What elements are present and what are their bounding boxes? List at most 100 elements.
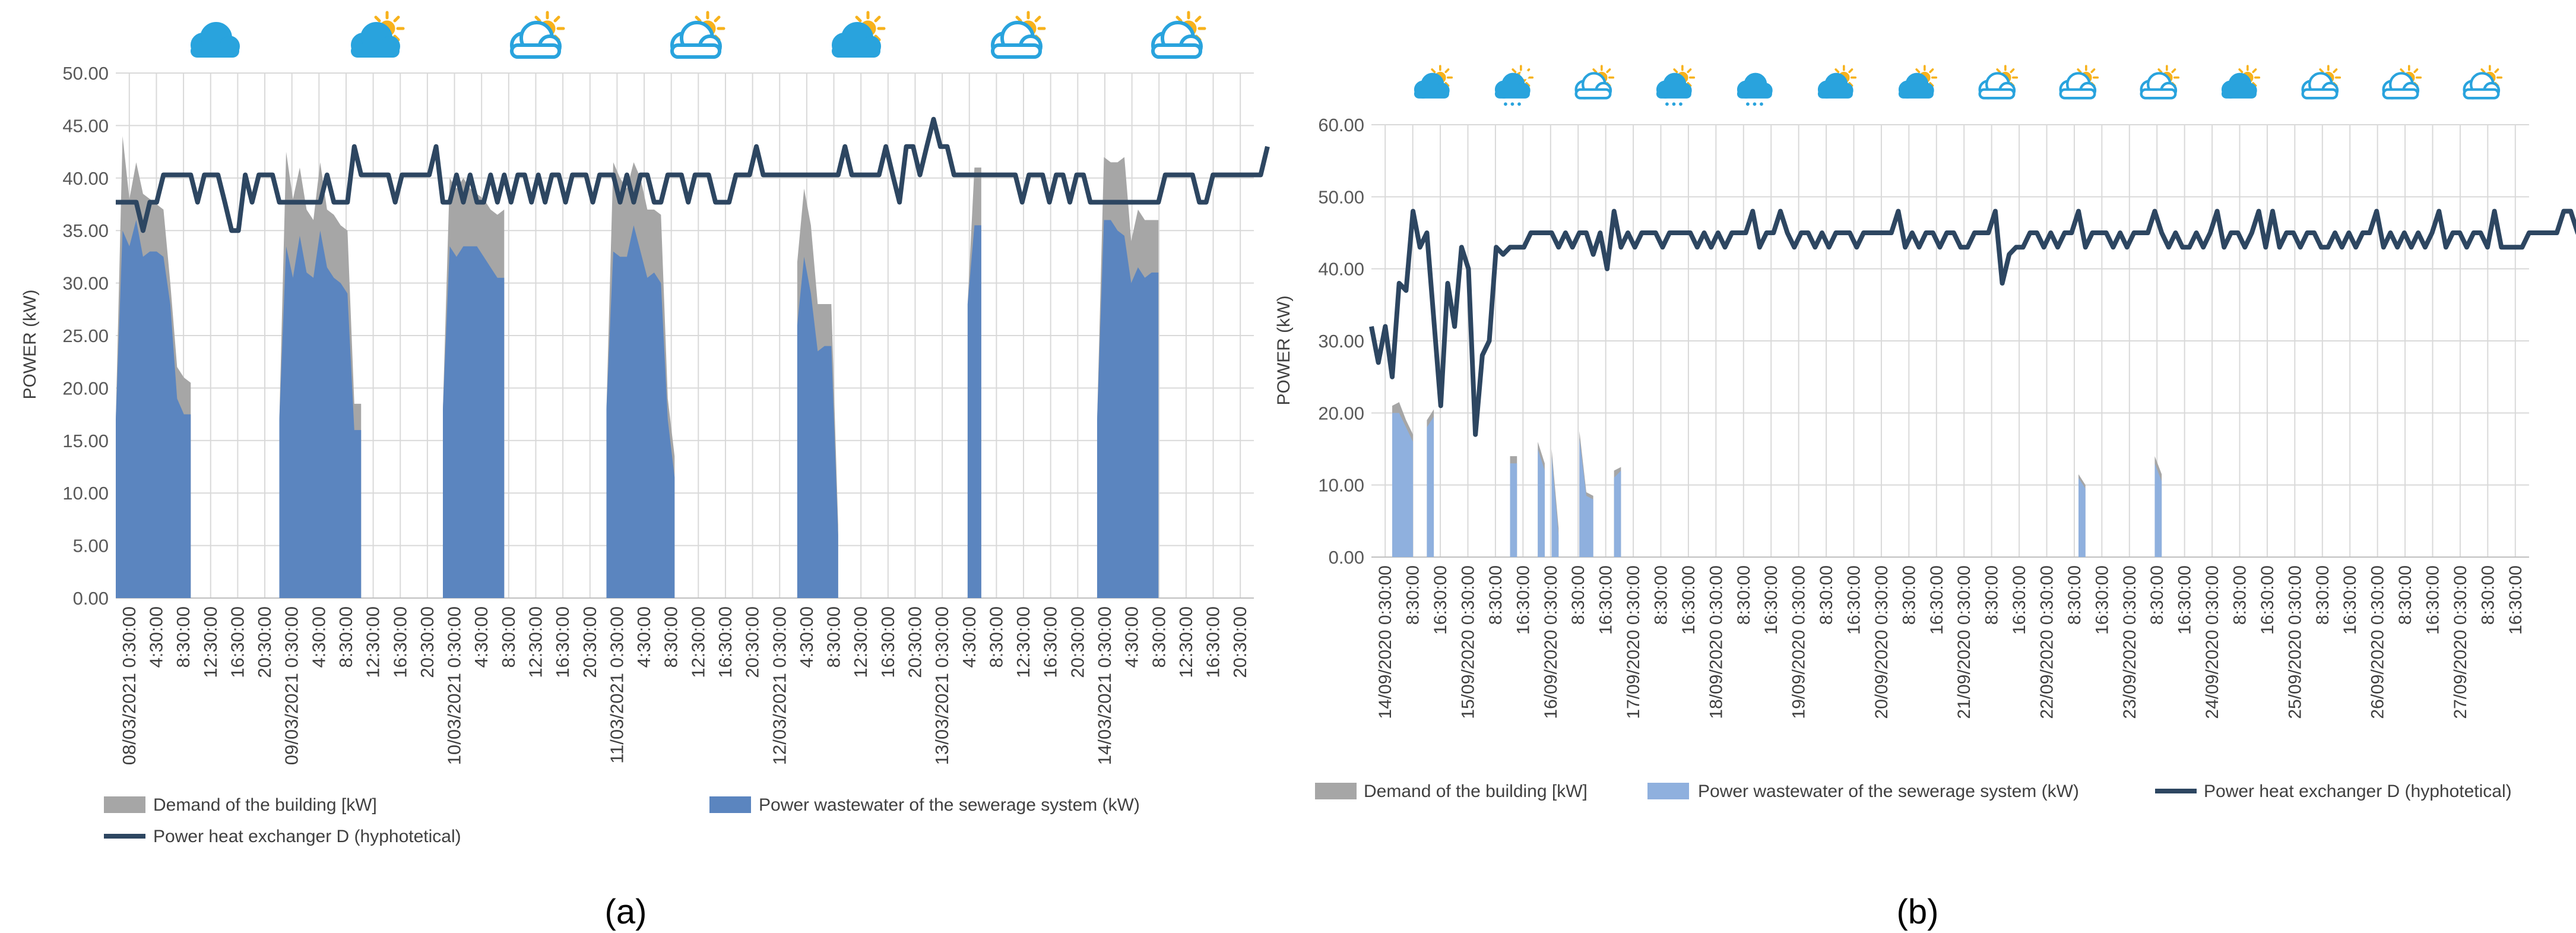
x-tick-label: 8:30:00 [2147, 565, 2167, 625]
weather-rain-sun-icon [1656, 65, 1696, 106]
line-heat-exchanger [116, 116, 1270, 233]
weather-sun-behind-cloud-icon [1414, 65, 1453, 99]
x-tick-label: 16:30:00 [1431, 565, 1450, 635]
weather-partly-sunny-icon [2061, 65, 2099, 98]
x-tick-label: 14/03/2021 0:30:00 [1094, 606, 1115, 765]
y-tick-label: 25.00 [62, 325, 109, 346]
x-tick-label: 8:30:00 [173, 606, 194, 668]
x-tick-label: 14/09/2020 0:30:00 [1376, 565, 1395, 719]
x-tick-label: 16:30:00 [1040, 606, 1061, 678]
x-tick-label: 12:30:00 [1013, 606, 1034, 678]
x-tick-label: 8:30:00 [823, 606, 844, 668]
x-tick-label: 12:30:00 [687, 606, 708, 678]
legend: Demand of the building [kW] Power wastew… [1315, 782, 2512, 801]
legend-swatch-demand [1315, 783, 1357, 799]
weather-rain-icon [1737, 72, 1773, 106]
y-tick-label: 10.00 [1318, 475, 1364, 496]
x-tick-label: 16:30:00 [2423, 565, 2443, 635]
weather-sun-behind-cloud-icon [1817, 65, 1857, 99]
area-wastewater-block [279, 230, 362, 598]
legend-label-wastewater: Power wastewater of the sewerage system … [759, 795, 1140, 815]
x-tick-label: 18/09/2020 0:30:00 [1706, 565, 1726, 719]
x-tick-label: 09/03/2021 0:30:00 [281, 606, 302, 765]
weather-icons-row [1414, 65, 2503, 106]
y-tick-label: 40.00 [62, 168, 109, 189]
area-wastewater-block [797, 257, 838, 598]
area-wastewater-block [116, 220, 191, 598]
area-wastewater-block [1579, 438, 1593, 557]
x-tick-label: 08/03/2021 0:30:00 [119, 606, 140, 765]
x-tick-label: 8:30:00 [986, 606, 1006, 668]
x-tick-label: 19/09/2020 0:30:00 [1789, 565, 1809, 719]
x-tick-label: 16:30:00 [389, 606, 410, 678]
x-tick-label: 8:30:00 [661, 606, 682, 668]
weather-partly-sunny-icon [2141, 65, 2180, 98]
x-axis-tick-labels: 08/03/2021 0:30:00 4:30:00 8:30:00 12:30:00… [119, 606, 1250, 765]
y-axis-tick-labels: 0.00 10.00 20.00 30.00 40.00 50.00 60.00 [1318, 115, 1364, 568]
x-tick-label: 20:30:00 [1230, 606, 1250, 678]
x-tick-label: 8:30:00 [1652, 565, 1671, 625]
legend-label-exchanger: Power heat exchanger D (hyphotetical) [153, 827, 461, 846]
area-wastewater-block [967, 225, 981, 598]
x-tick-label: 8:30:00 [1817, 565, 1836, 625]
weather-partly-sunny-icon [512, 12, 563, 57]
legend-label-demand: Demand of the building [kW] [153, 795, 377, 815]
x-tick-label: 17/09/2020 0:30:00 [1624, 565, 1643, 719]
x-tick-label: 16:30:00 [715, 606, 736, 678]
x-tick-label: 23/09/2020 0:30:00 [2120, 565, 2140, 719]
x-tick-label: 4:30:00 [633, 606, 654, 668]
x-tick-label: 20:30:00 [417, 606, 438, 678]
x-tick-label: 16:30:00 [1679, 565, 1699, 635]
x-tick-label: 16:30:00 [1845, 565, 1864, 635]
x-tick-label: 20:30:00 [579, 606, 600, 678]
weather-partly-sunny-icon [672, 12, 724, 57]
legend-label-exchanger: Power heat exchanger D (hyphotetical) [2204, 782, 2512, 801]
weather-partly-sunny-icon [1153, 12, 1205, 57]
x-tick-label: 26/09/2020 0:30:00 [2368, 565, 2388, 719]
x-tick-label: 8:30:00 [1734, 565, 1754, 625]
x-tick-label: 16:30:00 [2340, 565, 2360, 635]
x-tick-label: 12:30:00 [200, 606, 221, 678]
x-tick-label: 15/09/2020 0:30:00 [1459, 565, 1478, 719]
x-tick-label: 8:30:00 [1403, 565, 1423, 625]
x-tick-label: 16:30:00 [1596, 565, 1616, 635]
y-tick-label: 60.00 [1318, 115, 1364, 135]
x-tick-label: 16:30:00 [1513, 565, 1533, 635]
y-tick-label: 0.00 [73, 588, 109, 609]
x-tick-label: 16:30:00 [2010, 565, 2029, 635]
weather-partly-sunny-icon [993, 12, 1044, 57]
y-tick-label: 10.00 [62, 483, 109, 504]
y-tick-label: 30.00 [62, 273, 109, 294]
weather-partly-sunny-icon [2384, 65, 2422, 98]
x-tick-label: 16:30:00 [227, 606, 248, 678]
x-tick-label: 16:30:00 [877, 606, 898, 678]
x-tick-label: 16:30:00 [2506, 565, 2526, 635]
weather-partly-sunny-icon [2464, 65, 2503, 98]
x-tick-label: 4:30:00 [1121, 606, 1142, 668]
x-tick-label: 22/09/2020 0:30:00 [2038, 565, 2057, 719]
panel-label-b: (b) [1897, 893, 1939, 931]
area-wastewater-block [1427, 416, 1434, 557]
area-wastewater-block [1538, 449, 1545, 557]
x-tick-label: 24/09/2020 0:30:00 [2203, 565, 2222, 719]
line-heat-exchanger [1369, 208, 2576, 437]
x-tick-label: 8:30:00 [2396, 565, 2415, 625]
x-tick-label: 4:30:00 [308, 606, 329, 668]
x-tick-label: 12:30:00 [1175, 606, 1196, 678]
y-tick-label: 20.00 [1318, 403, 1364, 423]
chart-grid [1371, 124, 2529, 558]
x-axis-tick-labels: 14/09/2020 0:30:00 8:30:00 16:30:00 15/09/2… [1376, 565, 2526, 719]
y-axis-label: POWER (kW) [20, 290, 40, 400]
x-tick-label: 20:30:00 [1067, 606, 1088, 678]
x-tick-label: 16:30:00 [2175, 565, 2195, 635]
x-tick-label: 8:30:00 [1148, 606, 1169, 668]
weather-partly-sunny-icon [1576, 65, 1615, 98]
x-tick-label: 8:30:00 [1569, 565, 1588, 625]
y-tick-label: 0.00 [1329, 547, 1364, 568]
area-wastewater-block [1510, 463, 1517, 557]
x-tick-label: 8:30:00 [2478, 565, 2498, 625]
x-tick-label: 20:30:00 [742, 606, 763, 678]
area-wastewater-block [1614, 470, 1621, 557]
y-axis-label: POWER (kW) [1274, 296, 1294, 406]
area-wastewater-block [1097, 220, 1159, 598]
